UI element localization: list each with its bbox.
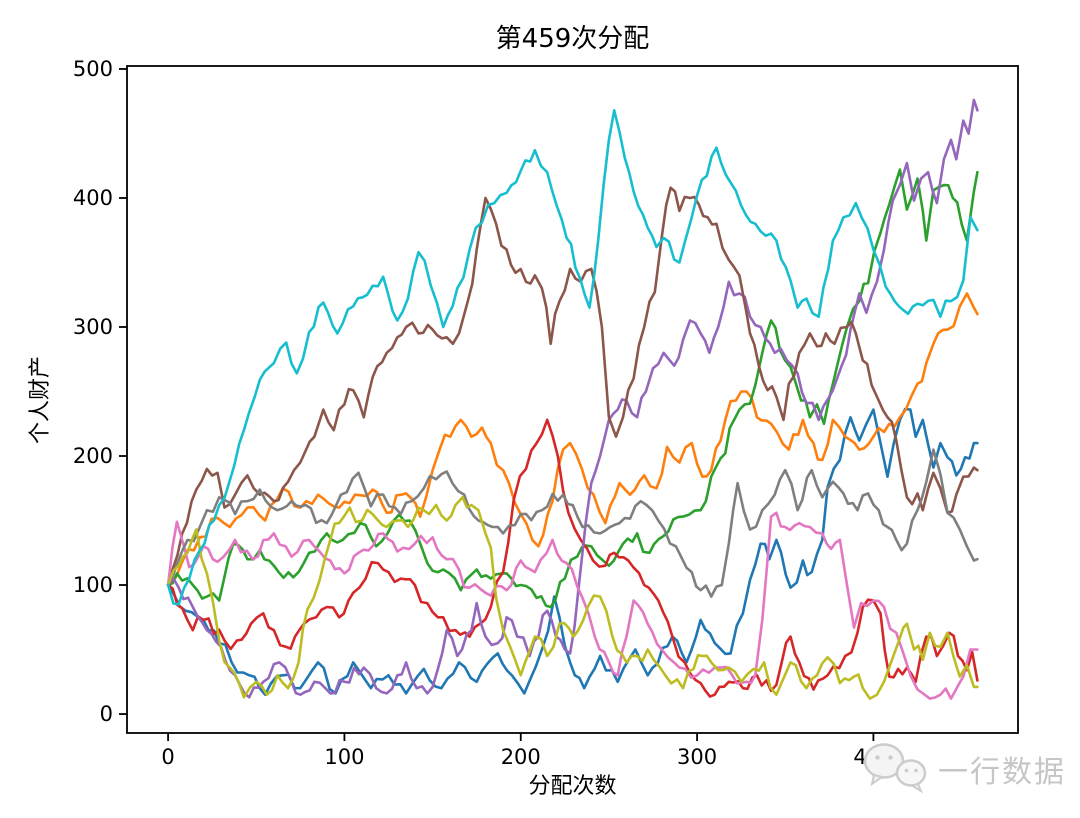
- x-tick-label: 0: [161, 745, 174, 769]
- series-line-series-7-pink: [166, 511, 979, 700]
- wechat-icon: [863, 743, 927, 794]
- series-line-series-3-green: [166, 168, 979, 609]
- series-line-series-2-orange: [166, 292, 979, 587]
- series-line-series-1-blue: [166, 407, 979, 697]
- x-tick-label: 300: [677, 745, 717, 769]
- x-tick-label: 100: [324, 745, 364, 769]
- series-line-series-5-purple: [166, 98, 979, 699]
- chart-title: 第459次分配: [495, 24, 650, 54]
- watermark: 一行数据: [860, 740, 1066, 798]
- x-tick-label: 200: [501, 745, 541, 769]
- series-line-series-10-cyan: [166, 109, 979, 606]
- y-tick-label: 300: [73, 315, 113, 339]
- series-line-series-6-brown: [166, 186, 979, 587]
- series-line-series-9-olive: [166, 495, 979, 700]
- y-tick-label: 100: [73, 573, 113, 597]
- y-tick-label: 200: [73, 444, 113, 468]
- series-line-series-8-gray: [166, 448, 979, 598]
- x-axis-label: 分配次数: [528, 774, 617, 799]
- y-tick-label: 500: [73, 57, 113, 81]
- plot-spines: [126, 65, 1019, 734]
- y-tick-label: 0: [100, 702, 113, 726]
- y-tick-label: 400: [73, 186, 113, 210]
- watermark-text: 一行数据: [938, 755, 1066, 790]
